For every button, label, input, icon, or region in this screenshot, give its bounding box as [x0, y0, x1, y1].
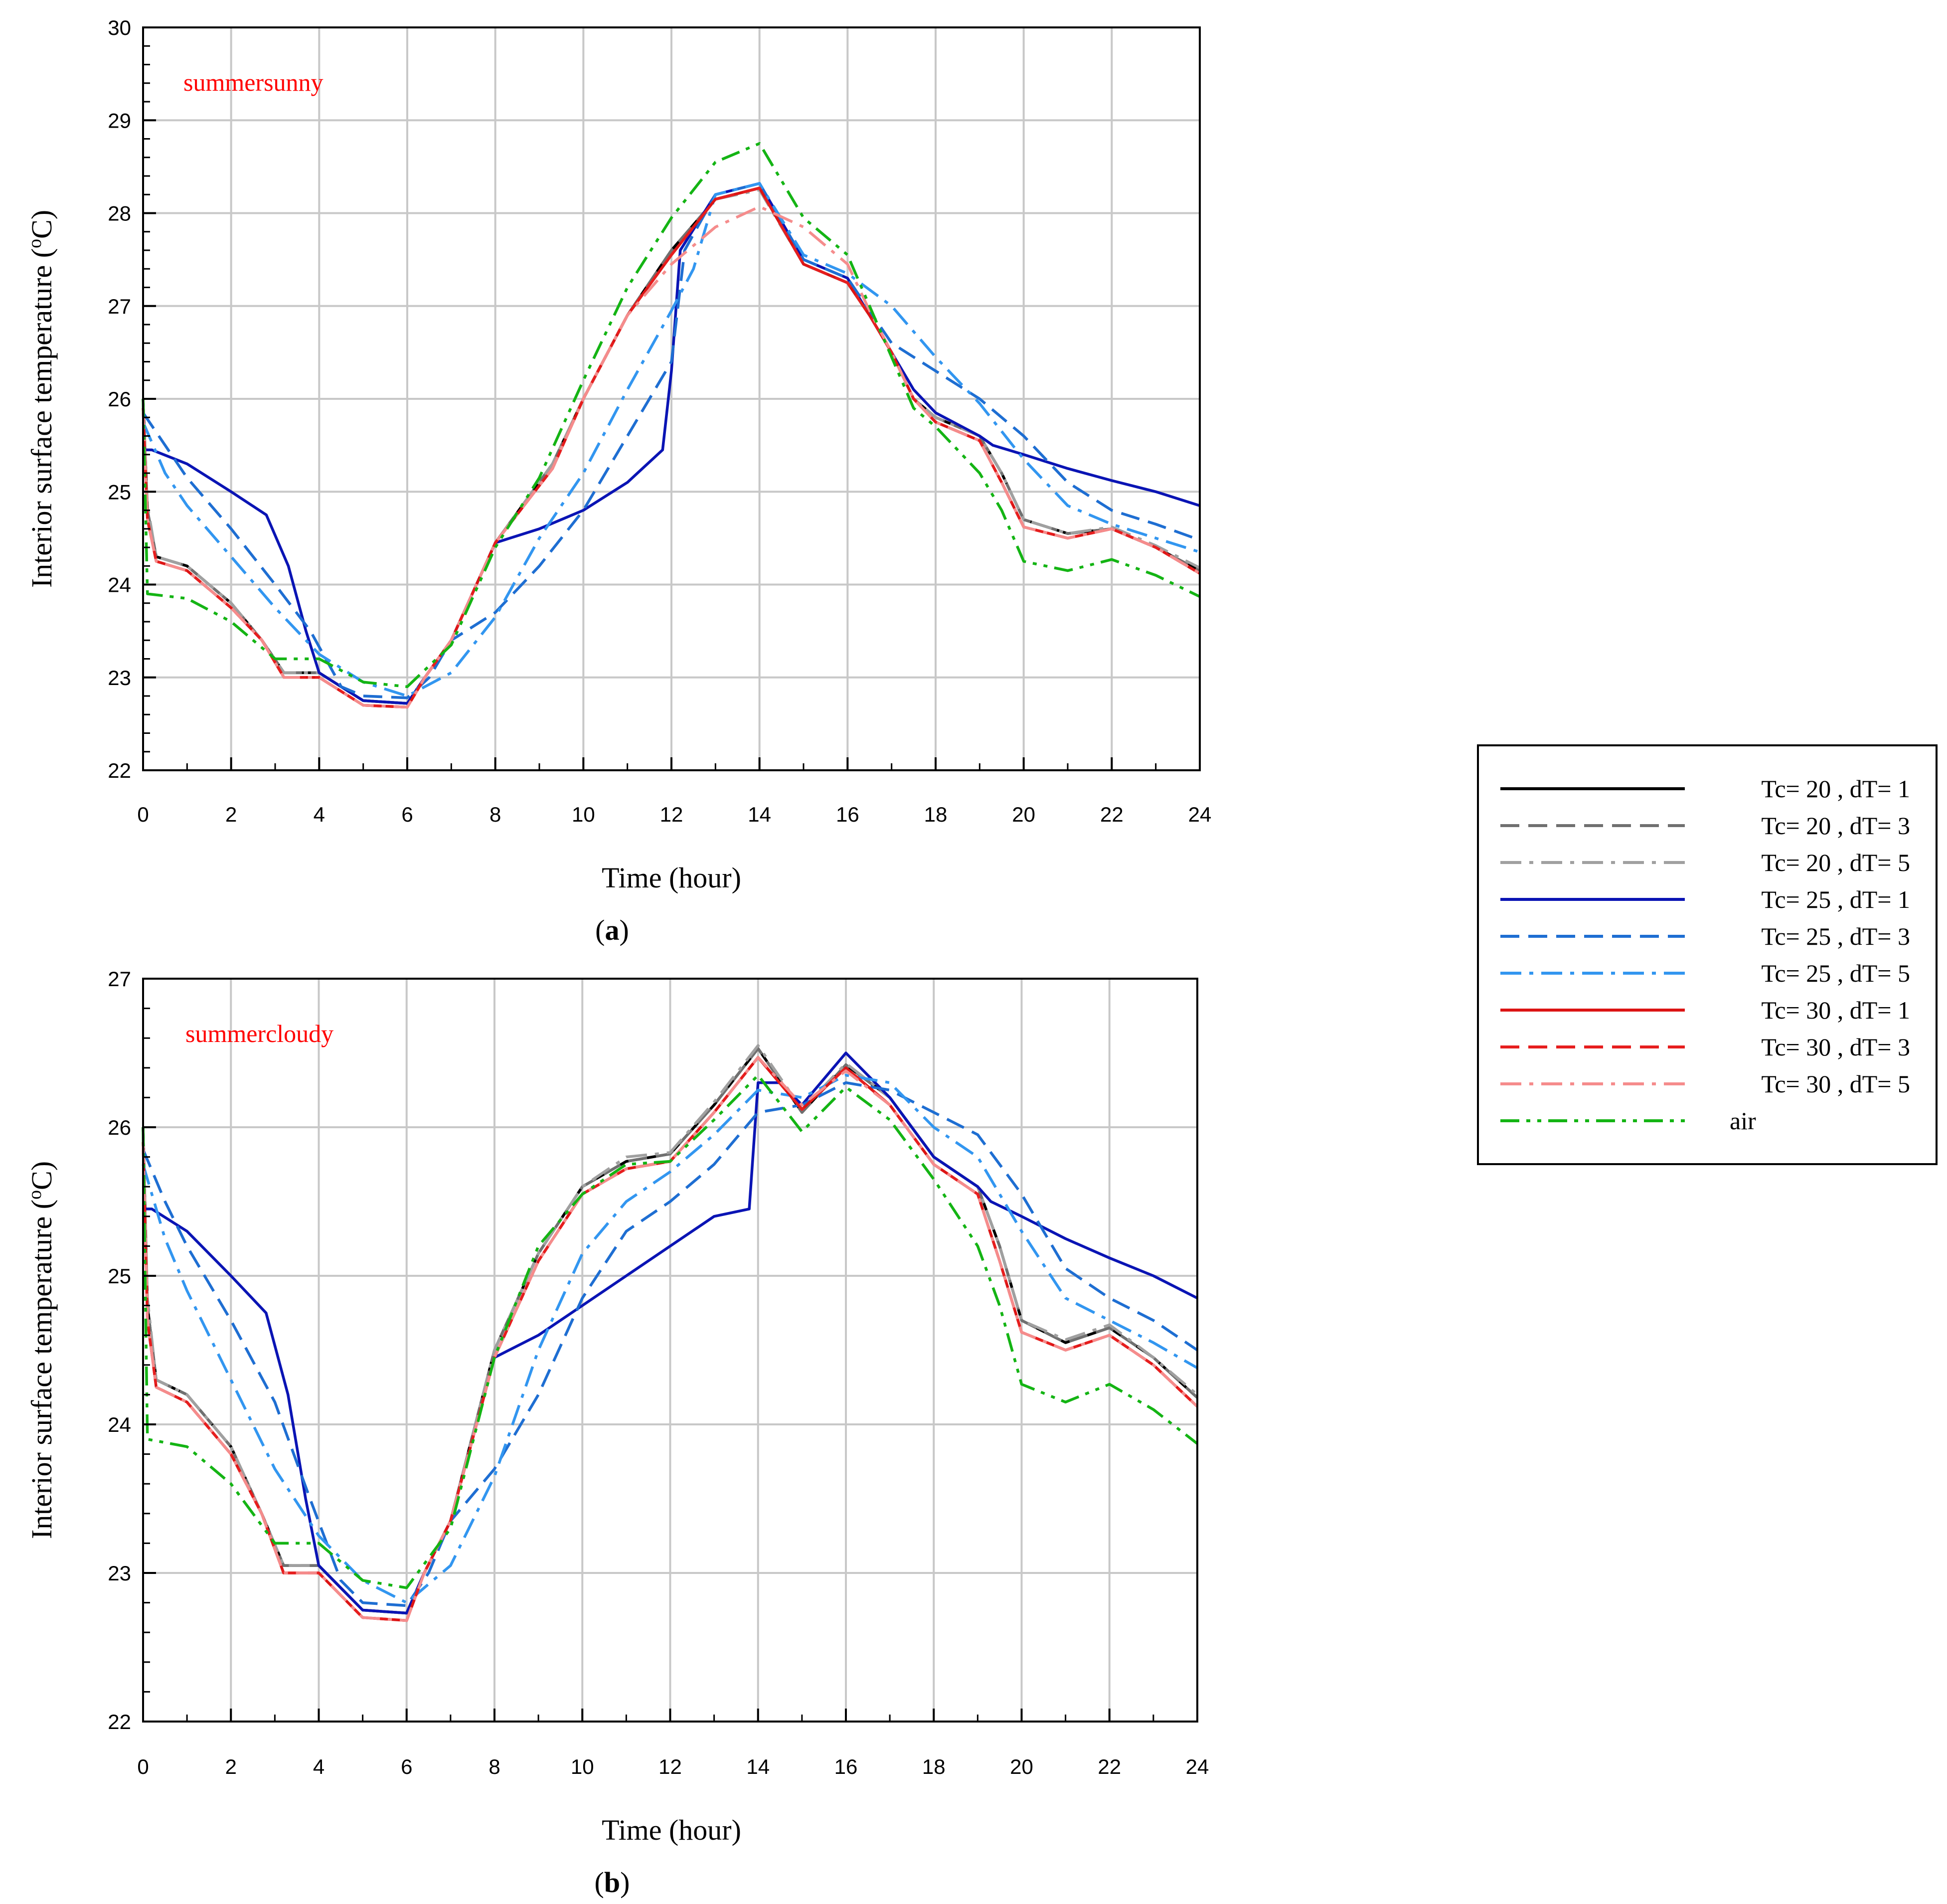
x-tick-label: 24	[1186, 1755, 1209, 1778]
y-tick-label: 24	[108, 1413, 131, 1436]
legend-label-7: Tc= 30 , dT= 3	[1761, 1033, 1910, 1061]
series-line-a-4	[142, 182, 1200, 699]
series-b	[142, 1044, 1198, 1622]
y-tick-label: 23	[108, 1561, 131, 1585]
y-tick-label: 29	[108, 109, 131, 132]
x-tick-label: 18	[922, 1755, 946, 1778]
legend: Tc= 20 , dT= 1 Tc= 20 , dT= 3 Tc= 20 , dT=…	[1477, 744, 1938, 1165]
annotation-summercloudy: summercloudy	[185, 1020, 333, 1047]
x-tick-label: 2	[225, 1755, 237, 1778]
y-tick-label: 22	[108, 1710, 131, 1733]
legend-label-1: Tc= 20 , dT= 3	[1761, 812, 1910, 840]
panel-label-a: (a)	[595, 914, 629, 946]
x-tick-label: 8	[489, 803, 501, 826]
legend-label-4: Tc= 25 , dT= 3	[1761, 922, 1910, 950]
x-tick-label: 22	[1100, 803, 1124, 826]
x-tick-labels-a: 0 2 4 6 8 10 12 14 16 18 20 22 24	[137, 803, 1211, 826]
legend-label-5: Tc= 25 , dT= 5	[1761, 959, 1910, 987]
y-axis-title-b: Interior surface temperature (oC)	[24, 1161, 58, 1539]
series-line-a-8	[142, 205, 1201, 709]
x-tick-label: 4	[313, 1755, 324, 1778]
x-axis-title-a: Time (hour)	[602, 862, 741, 894]
series-line-b-4	[142, 1081, 1198, 1607]
legend-label-3: Tc= 25 , dT= 1	[1761, 885, 1910, 913]
x-tick-label: 16	[836, 803, 859, 826]
x-tick-label: 8	[488, 1755, 500, 1778]
series-line-b-8	[142, 1056, 1198, 1622]
x-tick-labels-b: 0 2 4 6 8 10 12 14 16 18 20 22 24	[137, 1755, 1209, 1778]
x-tick-label: 10	[572, 803, 595, 826]
x-tick-label: 22	[1098, 1755, 1121, 1778]
x-tick-label: 6	[401, 803, 413, 826]
x-tick-label: 20	[1010, 1755, 1033, 1778]
chart-panel-a: 0 2 4 6 8 10 12 14 16 18 20 22 24 222324252627282930…	[24, 16, 1211, 946]
series-line-b-3	[143, 1051, 1198, 1615]
x-axis-title-b: Time (hour)	[602, 1814, 741, 1846]
x-tick-label: 16	[834, 1755, 858, 1778]
x-tick-label: 18	[924, 803, 948, 826]
panel-letter-a: a	[605, 914, 620, 946]
x-tick-label: 20	[1012, 803, 1035, 826]
x-tick-label: 12	[658, 1755, 682, 1778]
series-line-a-7	[142, 186, 1201, 709]
ticks-a	[142, 26, 1201, 771]
x-tick-label: 14	[746, 1755, 770, 1778]
y-tick-label: 28	[108, 202, 131, 225]
y-tick-label: 25	[108, 480, 131, 504]
grid-a	[143, 27, 1200, 770]
x-tick-label: 12	[660, 803, 683, 826]
series-line-b-5	[142, 1073, 1198, 1604]
legend-label-8: Tc= 30 , dT= 5	[1761, 1070, 1910, 1098]
series-a	[142, 142, 1201, 709]
legend-label-9: air	[1730, 1107, 1756, 1135]
series-line-b-9	[142, 1073, 1198, 1589]
x-tick-label: 10	[571, 1755, 594, 1778]
panel-label-b: (b)	[595, 1866, 630, 1899]
y-tick-label: 26	[108, 1116, 131, 1139]
y-tick-label: 24	[108, 573, 131, 597]
y-tick-label: 23	[108, 666, 131, 690]
y-tick-label: 26	[108, 387, 131, 411]
legend-box	[1477, 744, 1938, 1165]
legend-label-6: Tc= 30 , dT= 1	[1761, 996, 1910, 1024]
series-line-a-9	[142, 142, 1201, 689]
x-tick-label: 4	[314, 803, 325, 826]
series-line-a-3	[143, 182, 1200, 705]
y-tick-label: 27	[108, 967, 131, 991]
ticks-b	[142, 978, 1198, 1723]
x-tick-label: 0	[137, 1755, 149, 1778]
legend-entries: Tc= 20 , dT= 1 Tc= 20 , dT= 3 Tc= 20 , dT=…	[1500, 775, 1910, 1135]
y-tick-labels-b: 22 23 24 25 26 27	[108, 967, 131, 1733]
x-tick-label: 6	[401, 1755, 412, 1778]
x-tick-label: 24	[1188, 803, 1212, 826]
y-axis-title-a: Interior surface temperature (oC)	[24, 210, 58, 588]
annotation-summersunny: summersunny	[183, 68, 324, 96]
panel-letter-b: b	[604, 1866, 620, 1899]
x-tick-label: 2	[225, 803, 237, 826]
y-tick-label: 22	[108, 759, 131, 782]
y-tick-label: 25	[108, 1264, 131, 1288]
legend-label-2: Tc= 20 , dT= 5	[1761, 849, 1910, 876]
y-tick-labels-a: 22 23 24 25 26 27 28 29 30	[108, 16, 131, 782]
legend-label-0: Tc= 20 , dT= 1	[1761, 775, 1910, 803]
x-tick-label: 0	[137, 803, 149, 826]
x-tick-label: 14	[748, 803, 771, 826]
y-tick-label: 27	[108, 295, 131, 318]
series-line-a-5	[142, 182, 1200, 697]
y-tick-label: 30	[108, 16, 131, 39]
